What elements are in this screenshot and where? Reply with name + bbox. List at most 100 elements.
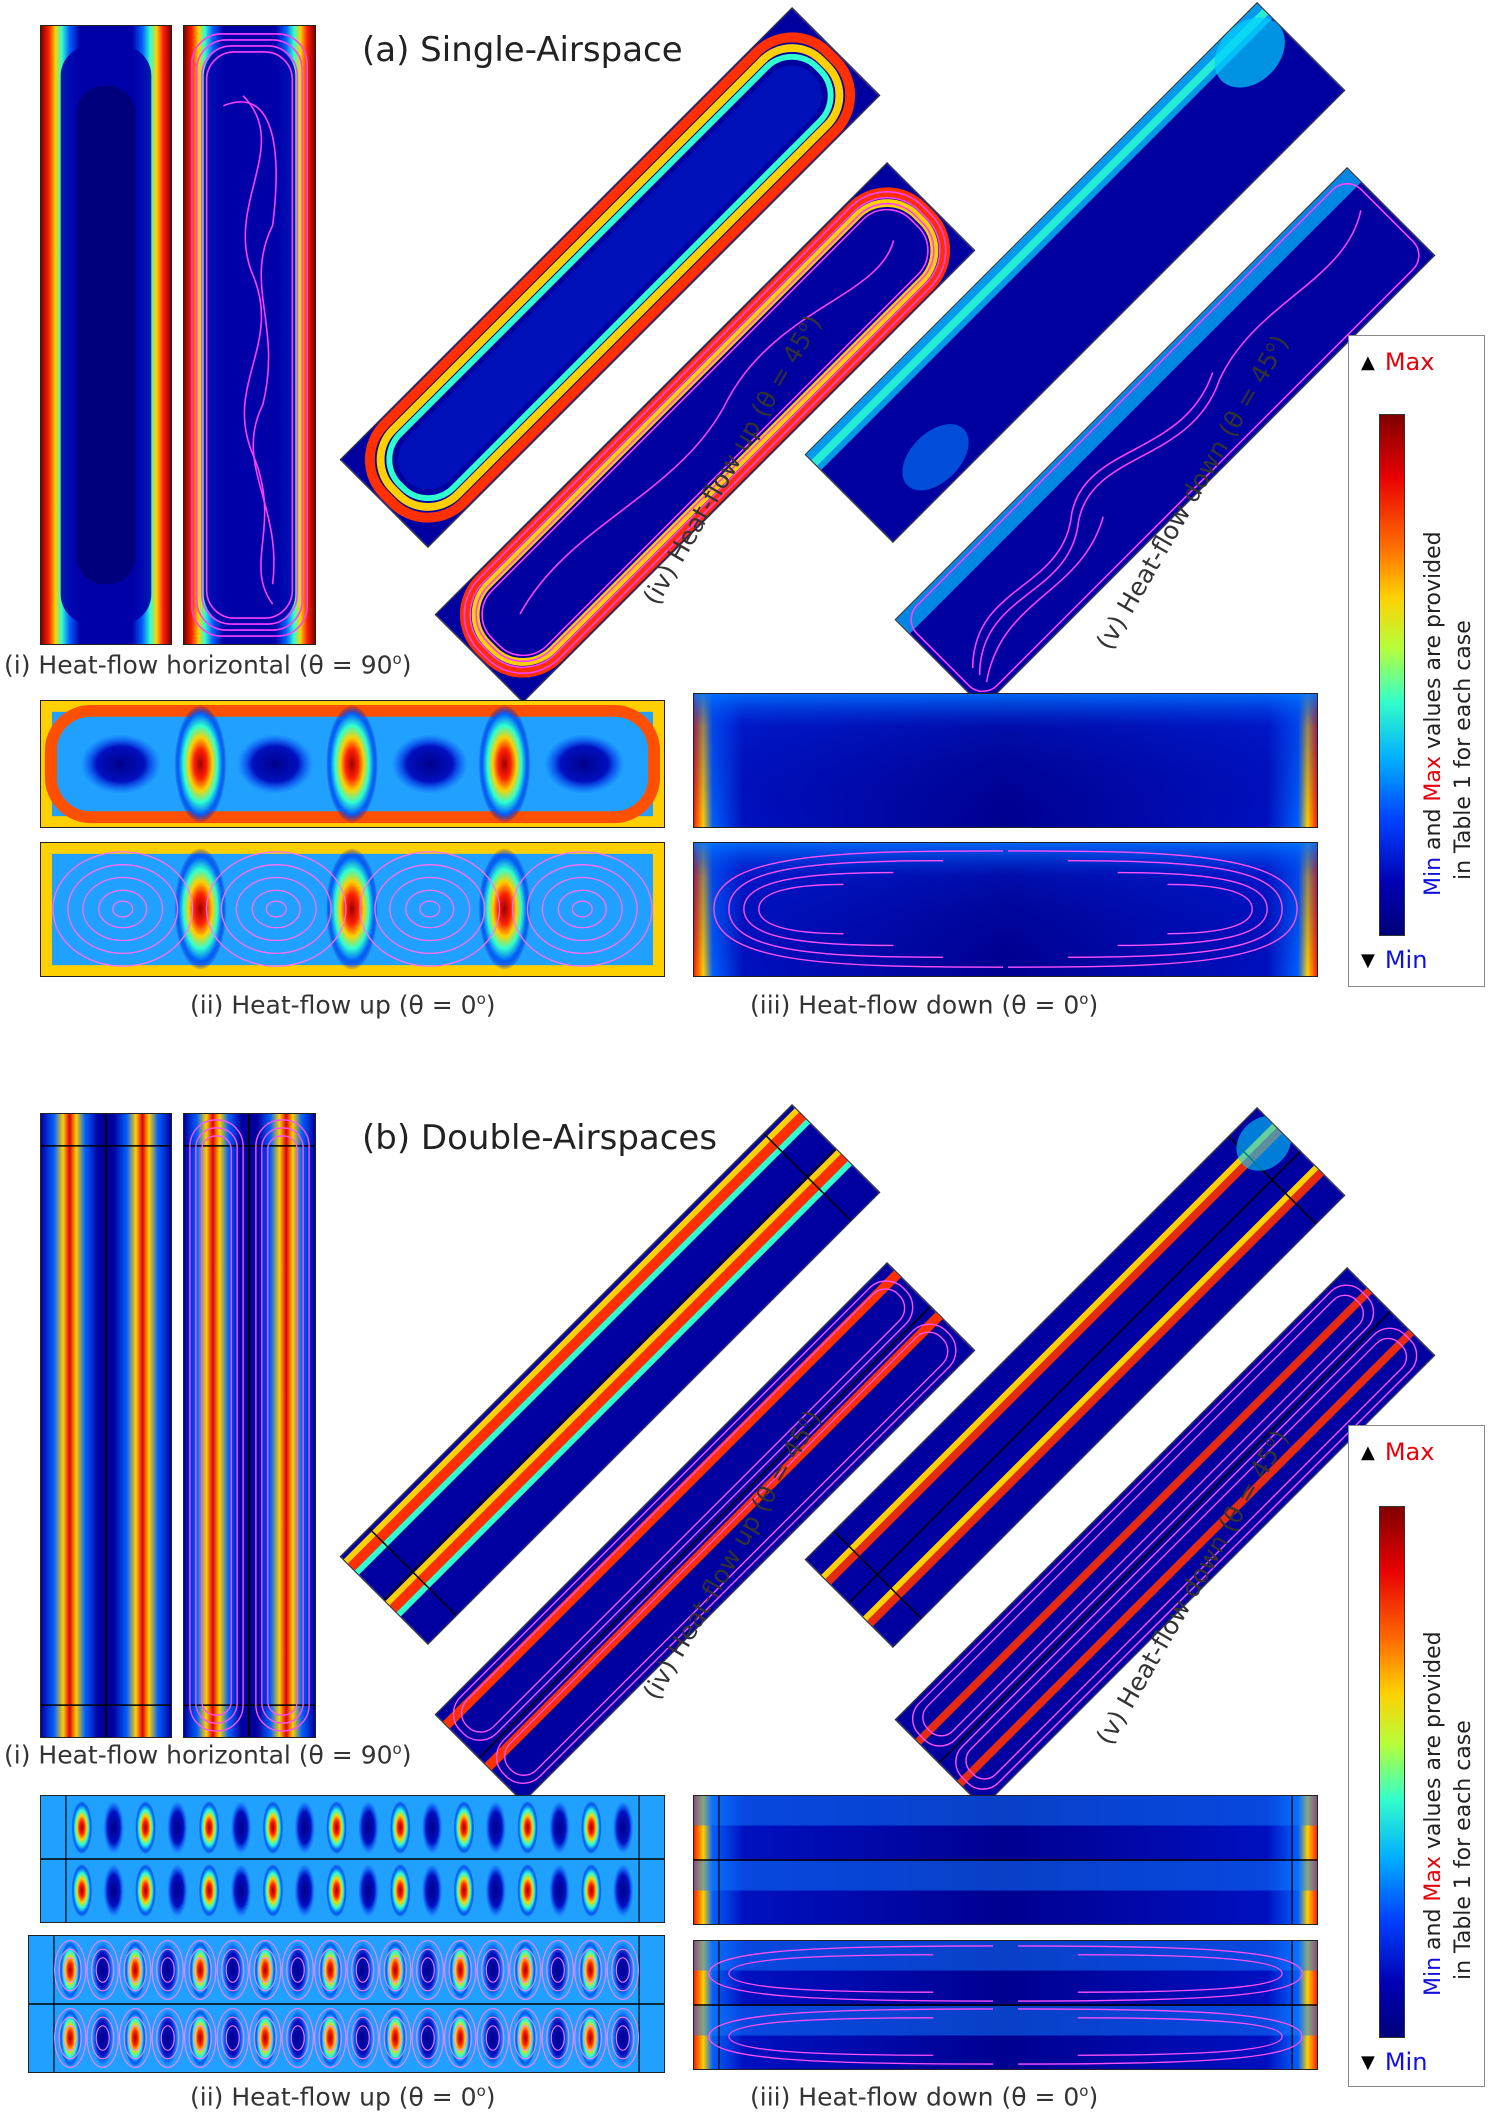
b-i-streamline-panel xyxy=(183,1113,316,1738)
convection-cell xyxy=(421,1864,443,1917)
streamline xyxy=(453,2025,468,2051)
streamline xyxy=(606,2008,639,2068)
streamline xyxy=(383,2016,407,2060)
streamline xyxy=(411,1940,444,2000)
legend-a-note: Min and Max values are provided in Table… xyxy=(1421,531,1476,896)
convection-cell xyxy=(254,1941,276,1999)
b-v-streamline-panel xyxy=(894,1267,1436,1808)
streamline xyxy=(188,2016,212,2060)
streamline xyxy=(383,1948,407,1992)
a-label-iii: (iii) Heat-flow down (θ = 0o) xyxy=(750,990,1099,1020)
b-iv-field-panel xyxy=(339,1104,881,1645)
convection-cell xyxy=(352,1941,374,1999)
legend-b-max-row: ▲ Max xyxy=(1361,1438,1434,1466)
streamline xyxy=(351,1948,375,1992)
streamline xyxy=(225,2025,240,2051)
streamline xyxy=(86,2008,119,2068)
streamline xyxy=(448,1948,472,1992)
streamline xyxy=(318,2016,342,2060)
a-ii-field-panel xyxy=(40,700,665,828)
convection-cell xyxy=(157,1941,179,1999)
streamline xyxy=(481,2016,505,2060)
convection-cell xyxy=(326,1864,347,1917)
a-v-streamline-panel xyxy=(894,167,1436,708)
streamline xyxy=(481,1948,505,1992)
streamline xyxy=(448,2016,472,2060)
b-label-ii: (ii) Heat-flow up (θ = 0o) xyxy=(190,2082,496,2112)
convection-cell xyxy=(453,1801,475,1854)
streamline xyxy=(58,2016,82,2060)
convection-cell xyxy=(384,1941,406,1999)
convection-cell xyxy=(326,1801,347,1854)
streamline xyxy=(95,2025,110,2051)
streamline xyxy=(611,2016,635,2060)
b-iv-streamline-panel xyxy=(434,1262,976,1803)
streamline xyxy=(453,1957,468,1983)
convection-cell xyxy=(287,2009,309,2067)
convection-cell xyxy=(482,2009,504,2067)
streamline xyxy=(485,1957,500,1983)
convection-cell xyxy=(612,1864,634,1917)
streamline xyxy=(420,1957,435,1983)
a-v-field-panel-wrap xyxy=(804,2,1346,543)
a-label-ii: (ii) Heat-flow up (θ = 0o) xyxy=(190,990,496,1020)
streamline xyxy=(91,2016,115,2060)
convection-cell xyxy=(167,1864,188,1917)
streamline xyxy=(411,2008,444,2068)
convection-cell xyxy=(485,1864,506,1917)
convection-cell xyxy=(222,1941,244,1999)
streamline xyxy=(119,2008,152,2068)
convection-cell xyxy=(71,1864,93,1917)
convection-cell xyxy=(199,1801,220,1854)
convection-cell xyxy=(167,1801,188,1854)
streamline xyxy=(128,2025,143,2051)
streamline xyxy=(156,2016,180,2060)
a-i-field-panel xyxy=(40,25,172,645)
convection-cell xyxy=(612,1941,634,1999)
legend-a-max-row: ▲ Max xyxy=(1361,348,1434,376)
streamline xyxy=(518,1957,533,1983)
streamline xyxy=(160,1957,175,1983)
convection-cell xyxy=(390,1864,411,1917)
convection-cell xyxy=(294,1801,315,1854)
streamline xyxy=(123,2016,147,2060)
a-iii-field-panel xyxy=(693,693,1318,828)
streamline xyxy=(54,2008,87,2068)
legend-b: ▲ Max Min and Max values are provided in… xyxy=(1348,1425,1485,2087)
streamline xyxy=(550,2025,565,2051)
streamline xyxy=(388,2025,403,2051)
convection-cell xyxy=(384,2009,406,2067)
convection-cell xyxy=(579,2009,601,2067)
triangle-down-icon: ▼ xyxy=(1361,2051,1375,2073)
streamline xyxy=(611,1948,635,1992)
convection-cell xyxy=(549,1801,570,1854)
legend-a: ▲ Max Min and Max values are provided in… xyxy=(1348,335,1485,987)
streamline xyxy=(318,1948,342,1992)
a-iii-streamline-panel xyxy=(693,842,1318,977)
convection-cell xyxy=(517,1801,538,1854)
streamline xyxy=(355,1957,370,1983)
convection-cell xyxy=(417,2009,439,2067)
streamline xyxy=(54,1940,87,2000)
streamline xyxy=(286,1948,310,1992)
streamline xyxy=(253,2016,277,2060)
streamline xyxy=(550,1957,565,1983)
streamline xyxy=(221,2016,245,2060)
convection-cell xyxy=(222,2009,244,2067)
streamline xyxy=(188,1948,212,1992)
streamline xyxy=(416,2016,440,2060)
streamline xyxy=(574,2008,607,2068)
convection-cell xyxy=(482,1941,504,1999)
streamline xyxy=(615,2025,630,2051)
triangle-down-icon: ▼ xyxy=(1361,949,1375,971)
convection-cell xyxy=(453,1864,475,1917)
streamline xyxy=(281,2008,314,2068)
streamline xyxy=(193,1957,208,1983)
legend-a-min: Min xyxy=(1384,946,1428,974)
b-ii-field-panel xyxy=(40,1795,665,1923)
streamline xyxy=(323,1957,338,1983)
streamline xyxy=(420,2025,435,2051)
streamline xyxy=(351,2016,375,2060)
streamline xyxy=(606,1940,639,2000)
streamline xyxy=(91,1948,115,1992)
